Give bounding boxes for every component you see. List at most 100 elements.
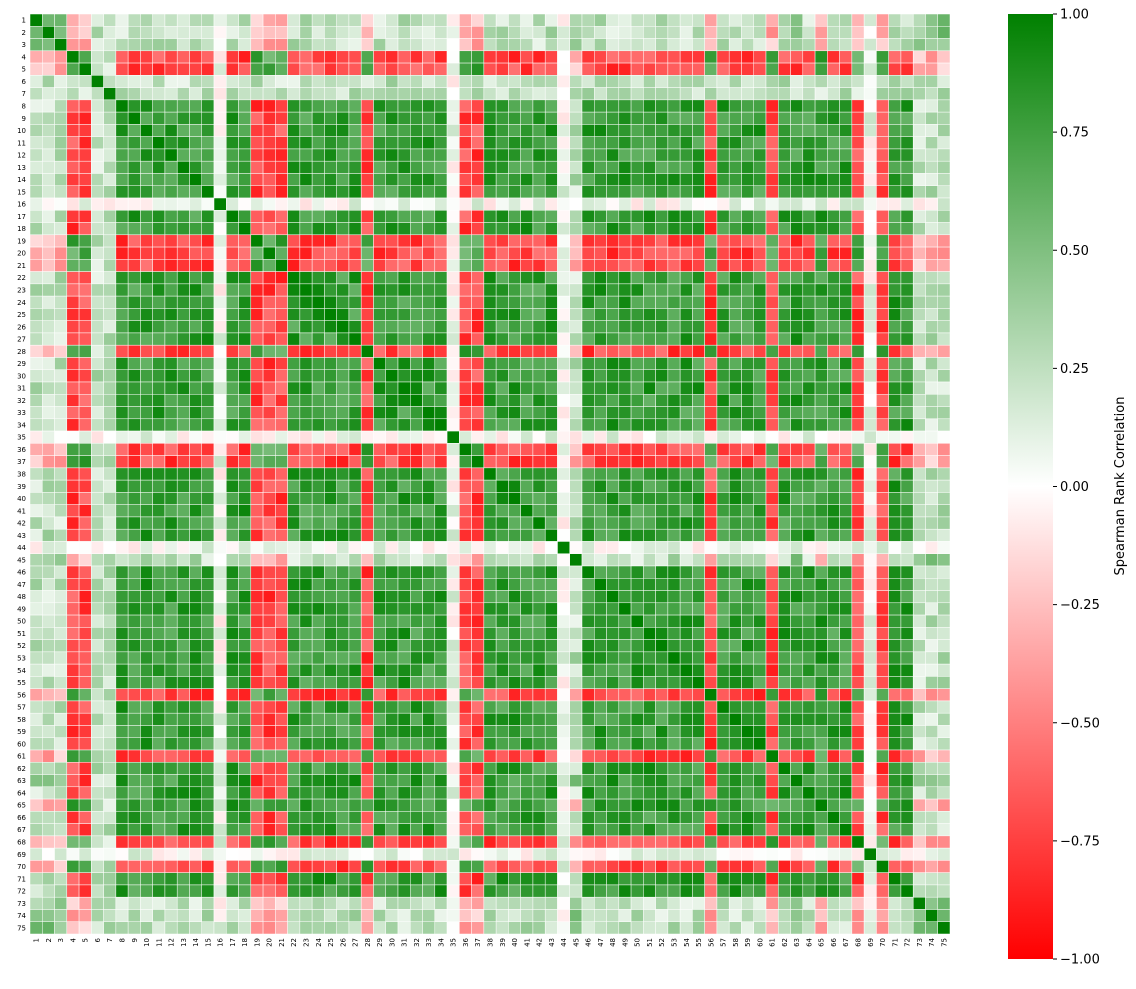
heatmap-cell <box>532 406 546 420</box>
heatmap-cell <box>287 578 301 591</box>
heatmap-cell <box>422 197 436 211</box>
heatmap-cell <box>299 283 313 297</box>
heatmap-cell <box>544 222 558 236</box>
heatmap-cell <box>716 590 730 604</box>
heatmap-cell <box>152 504 166 518</box>
heatmap-cell <box>839 26 853 39</box>
heatmap-cell <box>814 467 828 481</box>
heatmap-cell <box>140 516 153 530</box>
heatmap-cell <box>422 798 436 812</box>
heatmap-cell <box>262 700 276 714</box>
heatmap-cell <box>667 418 681 432</box>
heatmap-cell <box>152 700 166 714</box>
heatmap-cell <box>311 762 325 775</box>
heatmap-cell <box>54 712 68 726</box>
heatmap-cell <box>827 467 840 481</box>
heatmap-cell <box>937 87 951 101</box>
heatmap-cell <box>778 663 791 677</box>
heatmap-cell <box>667 553 681 567</box>
heatmap-cell <box>912 295 926 309</box>
heatmap-cell <box>434 38 448 52</box>
heatmap-cell <box>471 50 485 64</box>
heatmap-cell <box>287 528 301 542</box>
heatmap-cell <box>410 528 423 542</box>
heatmap-cell <box>446 725 460 738</box>
heatmap-cell <box>238 148 252 162</box>
heatmap-cell <box>581 99 595 113</box>
heatmap-cell <box>741 479 754 493</box>
heatmap-cell <box>262 99 276 113</box>
heatmap-cell <box>78 627 92 640</box>
heatmap-cell <box>140 234 153 248</box>
heatmap-cell <box>471 688 485 702</box>
heatmap-cell <box>778 492 791 505</box>
heatmap-cell <box>446 430 460 444</box>
heatmap-cell <box>483 136 497 150</box>
heatmap-cell <box>692 700 705 714</box>
heatmap-cell <box>839 749 853 763</box>
heatmap-cell <box>618 737 632 751</box>
heatmap-cell <box>164 786 178 800</box>
heatmap-cell <box>66 676 80 689</box>
heatmap-cell <box>716 676 730 689</box>
heatmap-cell <box>115 541 129 554</box>
heatmap-cell <box>741 700 754 714</box>
heatmap-cell <box>299 320 313 334</box>
heatmap-cell <box>103 283 117 297</box>
heatmap-cell <box>91 369 104 383</box>
heatmap-cell <box>790 811 804 824</box>
heatmap-cell <box>373 406 386 420</box>
heatmap-cell <box>78 467 92 481</box>
heatmap-cell <box>410 38 423 52</box>
heatmap-cell <box>900 528 914 542</box>
heatmap-cell <box>655 381 669 395</box>
heatmap-cell <box>630 234 644 248</box>
heatmap-cell <box>299 467 313 481</box>
heatmap-cell <box>618 246 632 260</box>
heatmap-cell <box>78 62 92 76</box>
heatmap-cell <box>360 590 374 604</box>
heatmap-cell <box>91 222 104 236</box>
heatmap-cell <box>250 283 264 297</box>
heatmap-cell <box>360 700 374 714</box>
heatmap-cell <box>287 811 301 824</box>
heatmap-cell <box>544 676 558 689</box>
heatmap-cell <box>483 246 497 260</box>
heatmap-cell <box>287 185 301 199</box>
heatmap-cell <box>679 406 693 420</box>
heatmap-cell <box>459 308 472 321</box>
heatmap-cell <box>495 430 509 444</box>
heatmap-cell <box>238 344 252 358</box>
heatmap-cell <box>422 602 436 616</box>
heatmap-cell <box>863 210 877 223</box>
heatmap-cell <box>164 651 178 665</box>
heatmap-cell <box>238 823 252 837</box>
heatmap-cell <box>606 26 620 39</box>
heatmap-cell <box>459 823 472 837</box>
heatmap-cell <box>753 430 767 444</box>
heatmap-cell <box>103 111 117 125</box>
heatmap-cell <box>532 737 546 751</box>
heatmap-cell <box>679 344 693 358</box>
heatmap-cell <box>851 62 865 76</box>
heatmap-cell <box>557 26 570 39</box>
heatmap-cell <box>692 271 705 285</box>
heatmap-cell <box>802 516 816 530</box>
heatmap-cell <box>385 553 399 567</box>
heatmap-cell <box>152 590 166 604</box>
heatmap-cell <box>127 541 141 554</box>
heatmap-cell <box>91 295 104 309</box>
heatmap-cell <box>839 443 853 456</box>
heatmap-cell <box>311 295 325 309</box>
heatmap-cell <box>348 798 362 812</box>
heatmap-cell <box>152 75 166 88</box>
heatmap-cell <box>397 663 411 677</box>
heatmap-cell <box>728 798 742 812</box>
heatmap-cell <box>667 578 681 591</box>
heatmap-cell <box>397 124 411 137</box>
heatmap-cell <box>790 467 804 481</box>
heatmap-cell <box>410 663 423 677</box>
heatmap-cell <box>912 725 926 738</box>
heatmap-cell <box>262 136 276 150</box>
heatmap-cell <box>594 99 607 113</box>
